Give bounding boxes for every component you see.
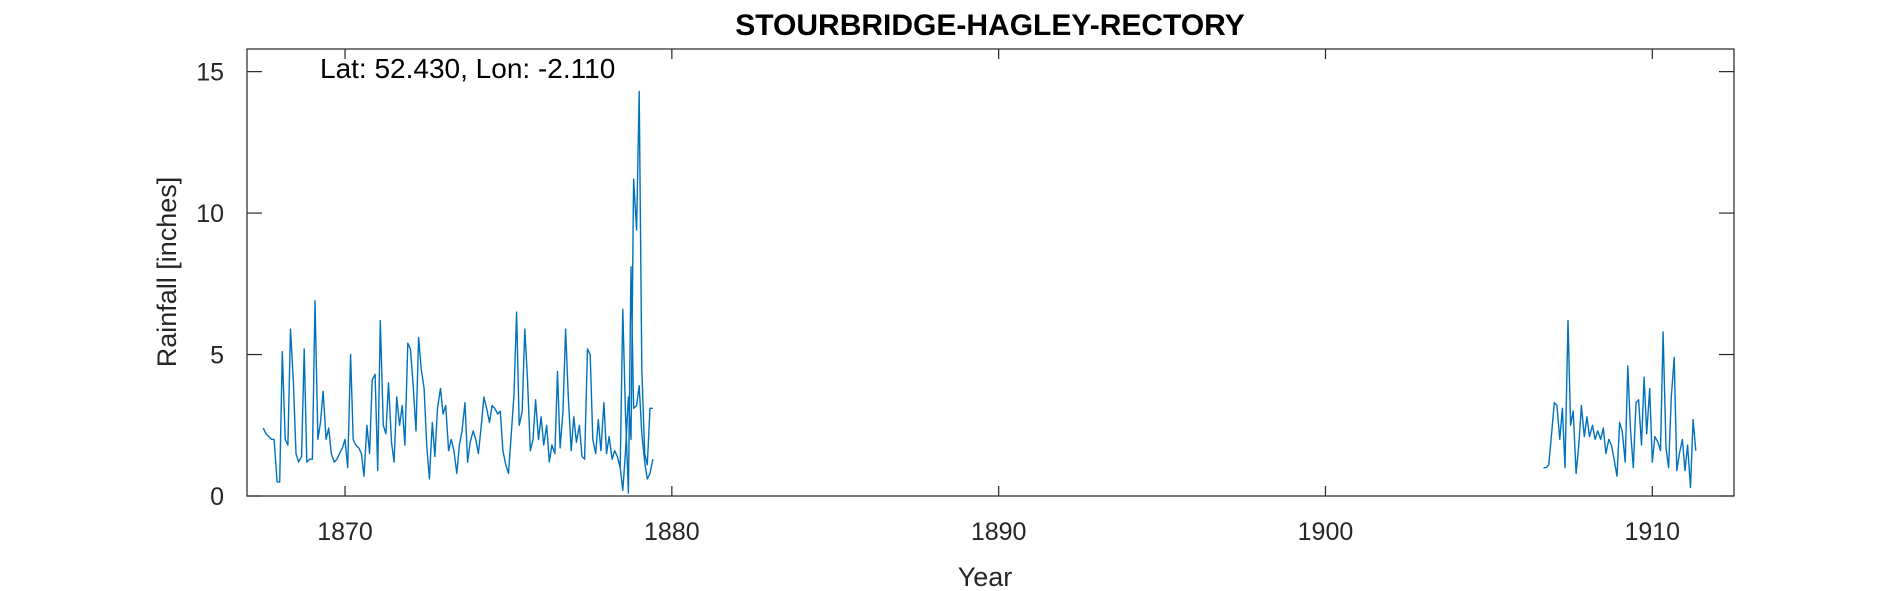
chart-title: STOURBRIDGE-HAGLEY-RECTORY: [735, 9, 1245, 42]
rainfall-series: [262, 90, 1697, 494]
x-axis-label: Year: [958, 562, 1013, 591]
x-tick-label: 1890: [971, 518, 1027, 546]
y-tick-label: 15: [196, 59, 224, 87]
x-axis: 1870 1880 1890 1900 1910: [317, 49, 1680, 546]
location-annotation: Lat: 52.430, Lon: -2.110: [320, 53, 615, 84]
y-tick-label: 10: [196, 200, 224, 228]
y-tick-label: 0: [210, 483, 224, 511]
rainfall-line-segment-2: [618, 90, 653, 491]
x-tick-label: 1910: [1624, 518, 1680, 546]
y-tick-label: 5: [210, 342, 224, 370]
rainfall-line-segment-3: [1543, 319, 1697, 489]
y-axis-label: Rainfall [inches]: [152, 177, 182, 368]
x-tick-label: 1870: [317, 518, 373, 546]
x-tick-label: 1900: [1298, 518, 1354, 546]
plot-frame: [246, 48, 1735, 497]
rainfall-line-segment-1: [262, 266, 654, 494]
x-tick-label: 1880: [644, 518, 700, 546]
y-axis: 0 5 10 15: [196, 59, 1734, 511]
plot-area-background: [247, 49, 1734, 496]
